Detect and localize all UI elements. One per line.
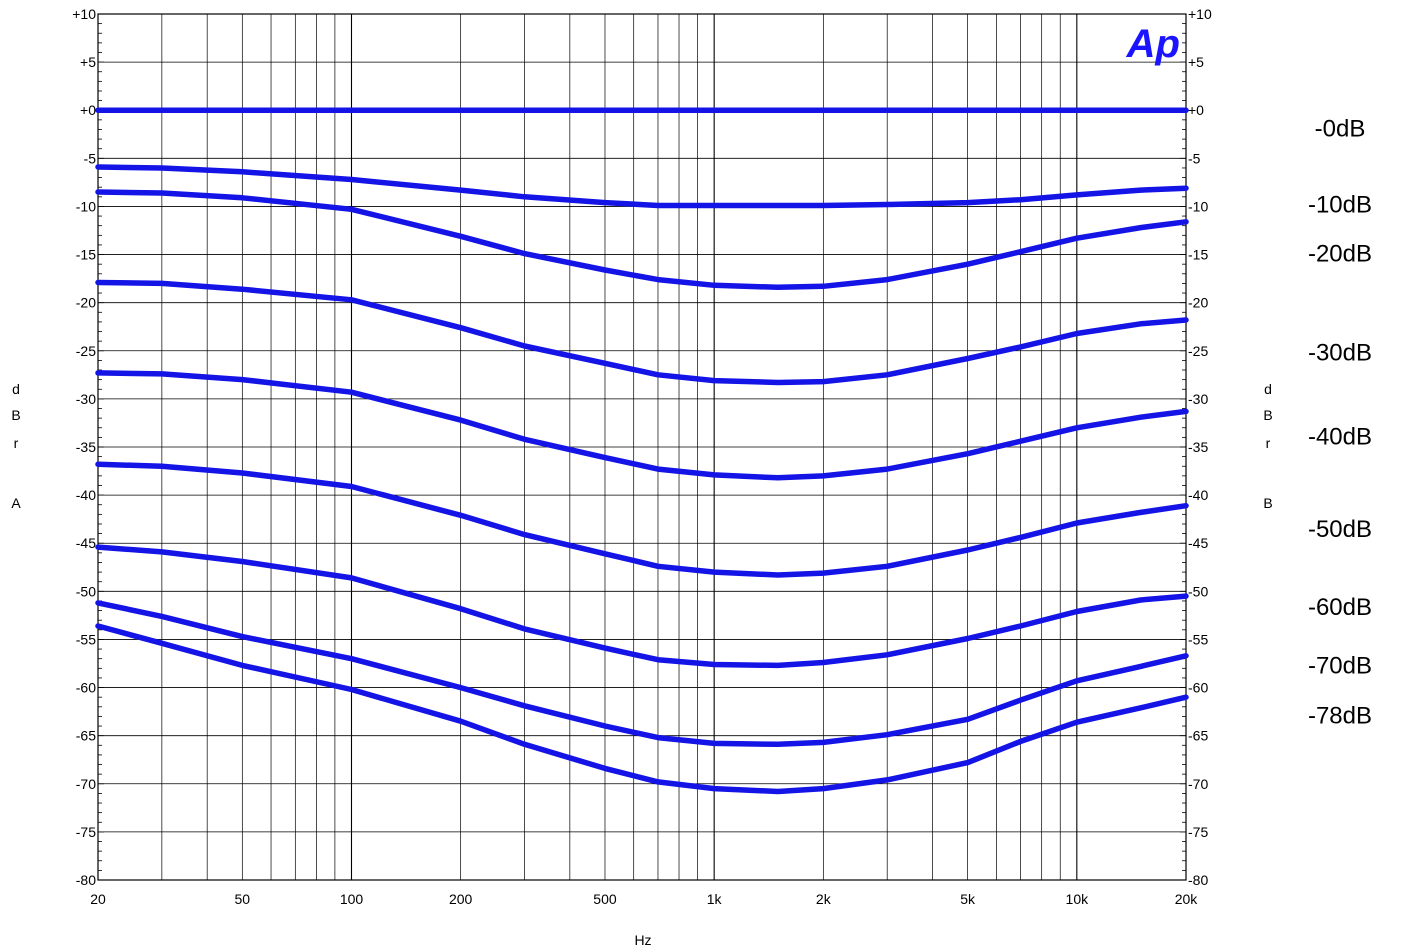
x-axis-title: Hz: [634, 932, 651, 948]
y-tick-label-left: -75: [76, 824, 96, 840]
y-tick-labels-right: +10 +5 +0 -5 -10 -15 -20 -25 -30 -35 -40 -45 -50 -55 -…: [1188, 6, 1212, 888]
y-tick-label-right: -15: [1188, 247, 1208, 263]
series-level-label: -30dB: [1308, 340, 1372, 367]
y-axis-title-letter: d: [1264, 381, 1272, 397]
y-tick-label-right: +5: [1188, 54, 1204, 70]
y-axis-title-letter: r: [1266, 435, 1271, 451]
series-level-label: -40dB: [1308, 423, 1372, 450]
y-tick-label-left: +5: [80, 54, 96, 70]
series-level-label: -50dB: [1308, 516, 1372, 543]
y-tick-label-right: -10: [1188, 198, 1208, 214]
x-tick-labels: 20 50 100 200 500 1k 2k 5k 10k 20k: [90, 891, 1198, 907]
ap-logo-icon: Ap: [1126, 22, 1180, 66]
y-axis-title-letter: B: [11, 407, 20, 423]
x-tick-label: 10k: [1066, 891, 1090, 907]
series-level-label: -0dB: [1315, 116, 1366, 143]
y-tick-label-right: -40: [1188, 487, 1208, 503]
y-tick-label-left: -70: [76, 776, 96, 792]
y-axis-title-letter: A: [11, 495, 21, 511]
series-line: [95, 279, 1189, 386]
series-level-label: -20dB: [1308, 241, 1372, 268]
y-tick-label-left: -15: [76, 247, 96, 263]
y-tick-label-left: -5: [84, 150, 97, 166]
x-tick-label: 200: [449, 891, 473, 907]
y-tick-label-right: -65: [1188, 728, 1208, 744]
y-tick-labels-left: +10 +5 +0 -5 -10 -15 -20 -25 -30 -35 -40 -45 -50 -55 -…: [72, 6, 96, 888]
y-tick-label-left: -65: [76, 728, 96, 744]
y-tick-label-left: +10: [72, 6, 96, 22]
series-line: [95, 623, 1189, 795]
y-tick-label-left: -60: [76, 680, 96, 696]
y-tick-label-left: -45: [76, 535, 96, 551]
y-tick-label-left: +0: [80, 102, 96, 118]
y-axis-title-letter: d: [12, 381, 20, 397]
y-tick-label-right: -70: [1188, 776, 1208, 792]
y-axis-title-letter: r: [14, 435, 19, 451]
series-line: [95, 544, 1189, 669]
y-axis-title-letter: B: [1263, 495, 1272, 511]
plot-frame: [97, 13, 1187, 881]
y-tick-label-right: -50: [1188, 583, 1208, 599]
y-axis-title-letter: B: [1263, 407, 1272, 423]
y-axis-title-left: dBr A: [11, 381, 21, 511]
y-tick-label-right: +0: [1188, 102, 1204, 118]
x-tick-label: 500: [593, 891, 617, 907]
y-tick-label-right: -25: [1188, 343, 1208, 359]
series-level-label: -10dB: [1308, 192, 1372, 219]
y-tick-label-left: -30: [76, 391, 96, 407]
series-level-label: -78dB: [1308, 702, 1372, 729]
series-lines: [95, 107, 1189, 795]
x-tick-label: 50: [235, 891, 251, 907]
y-tick-label-left: -40: [76, 487, 96, 503]
x-tick-label: 5k: [960, 891, 976, 907]
y-tick-label-right: -60: [1188, 680, 1208, 696]
y-tick-label-left: -10: [76, 198, 96, 214]
x-tick-label: 2k: [816, 891, 832, 907]
x-tick-label: 20k: [1175, 891, 1199, 907]
y-tick-label-left: -25: [76, 343, 96, 359]
series-line: [95, 189, 1189, 291]
y-tick-label-right: -55: [1188, 631, 1208, 647]
y-tick-label-right: -20: [1188, 295, 1208, 311]
y-tick-label-left: -35: [76, 439, 96, 455]
y-tick-label-left: -50: [76, 583, 96, 599]
y-tick-label-right: -5: [1188, 150, 1201, 166]
series-line: [95, 461, 1189, 578]
y-tick-label-right: +10: [1188, 6, 1212, 22]
series-line: [95, 164, 1189, 209]
y-tick-label-right: -80: [1188, 872, 1208, 888]
x-tick-label: 1k: [707, 891, 723, 907]
series-level-labels: -0dB -10dB -20dB -30dB -40dB -50dB -60dB -70dB -…: [1308, 116, 1372, 730]
x-tick-label: 20: [90, 891, 106, 907]
major-grid: [98, 14, 1186, 880]
y-tick-label-left: -80: [76, 872, 96, 888]
x-tick-label: 100: [340, 891, 364, 907]
series-level-label: -60dB: [1308, 594, 1372, 621]
y-tick-label-right: -45: [1188, 535, 1208, 551]
series-line: [95, 370, 1189, 481]
series-line: [95, 600, 1189, 748]
series-level-label: -70dB: [1308, 652, 1372, 679]
y-tick-label-right: -30: [1188, 391, 1208, 407]
y-tick-label-left: -55: [76, 631, 96, 647]
y-tick-label-right: -75: [1188, 824, 1208, 840]
y-tick-label-left: -20: [76, 295, 96, 311]
y-tick-label-right: -35: [1188, 439, 1208, 455]
